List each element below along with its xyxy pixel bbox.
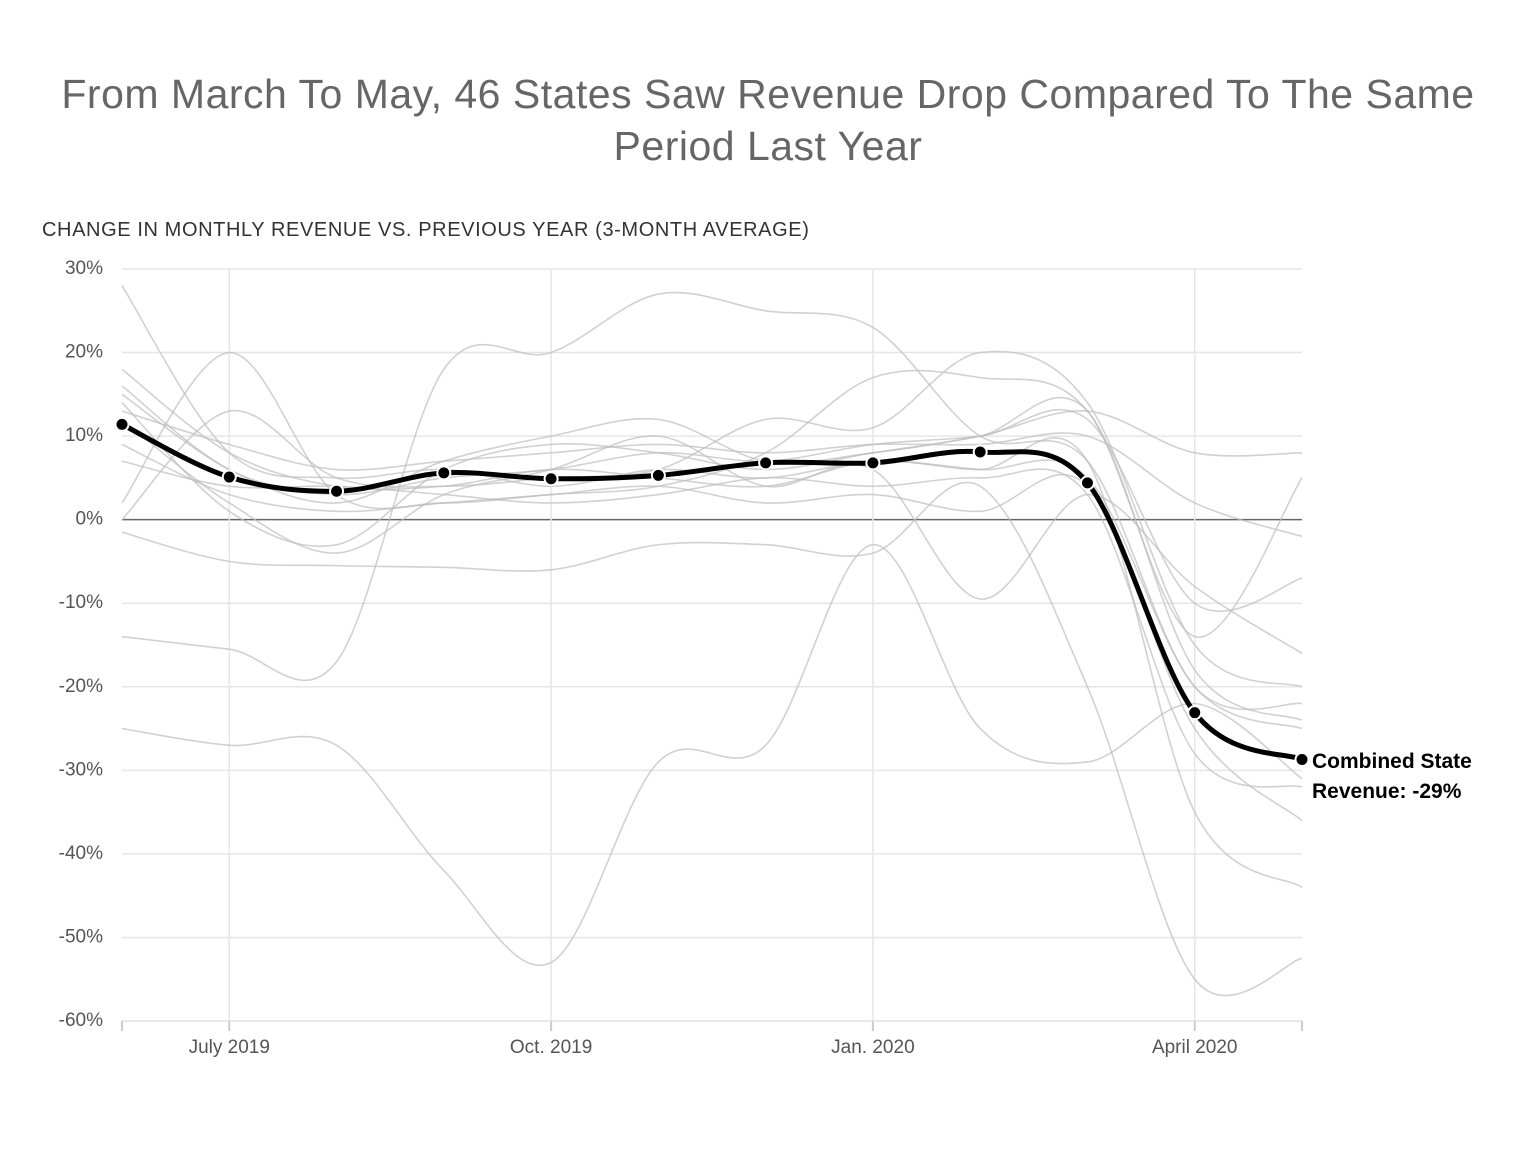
point [1294, 751, 1310, 767]
state-line [121, 460, 1303, 788]
y-tick-label: -10% [59, 592, 103, 613]
point [758, 455, 774, 471]
state-line [121, 396, 1303, 721]
state-line [121, 543, 1303, 966]
x-tick-label: April 2020 [1152, 1037, 1238, 1058]
point [114, 416, 130, 432]
y-tick-label: 10% [65, 425, 103, 446]
point [1079, 475, 1095, 491]
y-tick-label: 20% [65, 342, 103, 363]
total-line [120, 422, 1303, 762]
state-line [121, 385, 1303, 612]
point [972, 444, 988, 460]
point [650, 467, 666, 483]
state-line [121, 368, 1303, 888]
x-tick-label: July 2019 [189, 1037, 270, 1058]
state-line [121, 443, 1303, 822]
y-tick-label: -40% [59, 843, 103, 864]
y-tick-label: -20% [59, 676, 103, 697]
point [221, 469, 237, 485]
state-line [121, 481, 1303, 997]
annotation: Combined State Revenue: -29% [1312, 750, 1472, 803]
y-tick-label: -60% [59, 1010, 103, 1031]
chart-subtitle: CHANGE IN MONTHLY REVENUE VS. PREVIOUS Y… [42, 219, 810, 241]
y-tick-label: 0% [76, 509, 104, 530]
chart-title: From March To May, 46 States Saw Revenue… [61, 71, 1475, 169]
x-tick-label: Oct. 2019 [510, 1037, 592, 1058]
state-line [121, 418, 1303, 655]
y-tick-label: -30% [59, 759, 103, 780]
point [436, 465, 452, 481]
point [329, 483, 345, 499]
point [865, 455, 881, 471]
state-line [121, 393, 1303, 504]
point [1187, 705, 1203, 721]
y-tick-label: -50% [59, 926, 103, 947]
state-line [121, 350, 1303, 688]
state-line [121, 410, 1303, 538]
y-tick-label: 30% [65, 258, 103, 279]
state-line [121, 285, 1303, 730]
x-tick-label: Jan. 2020 [831, 1037, 914, 1058]
point [543, 471, 559, 487]
state-line [121, 291, 1303, 711]
